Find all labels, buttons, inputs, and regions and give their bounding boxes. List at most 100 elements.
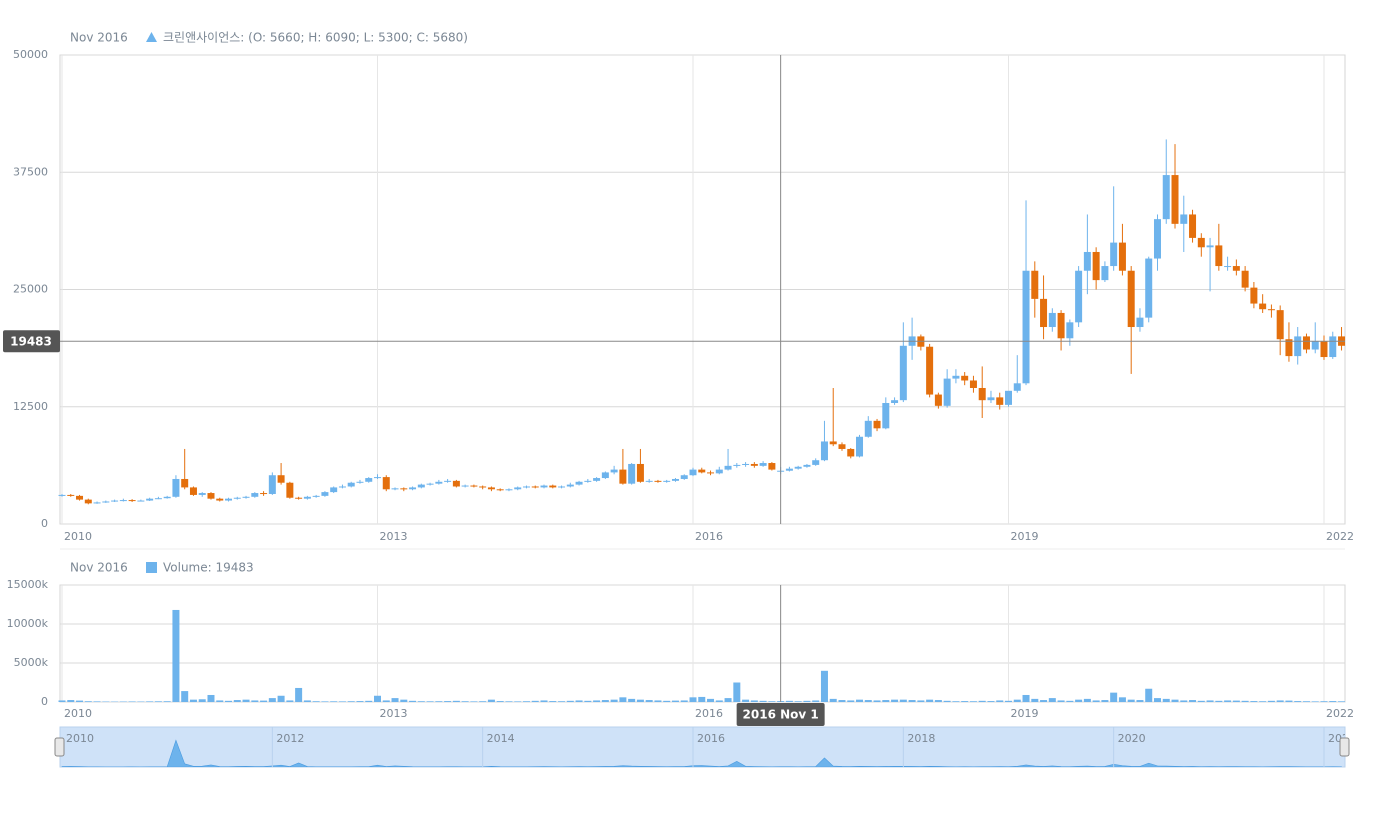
candle-body [969, 380, 977, 388]
candle-body [487, 487, 495, 490]
candle-body [452, 480, 460, 487]
volume-bar [146, 701, 154, 702]
candle-body [654, 480, 662, 482]
candle-body [84, 499, 92, 504]
volume-bar [1294, 701, 1302, 702]
volume-bar [391, 698, 399, 702]
volume-bar [934, 700, 942, 702]
volume-bar [575, 700, 583, 702]
candle-body [286, 482, 294, 498]
candle-body [1040, 298, 1048, 328]
candle-body [698, 469, 706, 473]
candle-body [1136, 317, 1144, 328]
volume-bar [1276, 700, 1284, 702]
volume-bar [1005, 700, 1012, 702]
y-tick-label: 37500 [13, 165, 48, 178]
candle-body [1083, 251, 1091, 271]
candle-body [750, 463, 758, 466]
volume-bar [1040, 700, 1048, 702]
price-legend: 크린앤사이언스: (O: 5660; H: 6090; L: 5300; C: … [163, 31, 468, 45]
candle-body [759, 463, 767, 466]
volume-bar [1311, 701, 1319, 702]
candle-body [522, 486, 530, 488]
volume-bar [347, 701, 355, 702]
candle-body [996, 397, 1004, 405]
candle-body [444, 480, 452, 482]
crosshair-y-label: 19483 [10, 335, 52, 349]
volume-bar [987, 701, 995, 702]
volume-bar [584, 700, 592, 702]
volume-bar [847, 700, 855, 702]
volume-bar [268, 698, 276, 702]
volume-bar [514, 701, 522, 702]
volume-bar [531, 700, 539, 702]
candle-body [645, 480, 653, 482]
candle-body [1048, 312, 1056, 328]
candle-body [742, 463, 750, 465]
price-legend-icon [146, 32, 157, 42]
volume-bar [1136, 700, 1144, 702]
candle-body [1092, 251, 1100, 281]
volume-bar [496, 701, 504, 702]
volume-bar [1241, 700, 1249, 702]
candle-body [374, 477, 381, 479]
candle-body [1320, 341, 1328, 358]
volume-bar [803, 700, 811, 702]
volume-bar [1232, 700, 1240, 702]
candle-body [1302, 336, 1310, 350]
volume-bar [84, 701, 92, 702]
candle-body [601, 472, 609, 479]
volume-bar [216, 700, 224, 702]
volume-bar [242, 699, 250, 702]
candle-body [1180, 214, 1188, 224]
candle-body [58, 494, 66, 496]
candle-body [268, 475, 276, 494]
candle-body [794, 466, 802, 469]
volume-bar [1066, 700, 1074, 702]
navigator-tick-label: 2014 [487, 732, 515, 745]
navigator[interactable] [59, 726, 1346, 768]
volume-bar [1285, 700, 1293, 702]
volume-bar [628, 698, 636, 702]
volume-bar [76, 700, 84, 702]
volume-bar [759, 700, 767, 702]
volume-bar [128, 701, 136, 702]
volume-bar [1197, 700, 1205, 702]
candle-body [461, 485, 469, 487]
candle-body [295, 497, 303, 499]
candle-body [242, 496, 250, 498]
volume-bar [1329, 701, 1337, 702]
candle-body [531, 486, 539, 488]
candle-body [768, 463, 776, 470]
candle-body [575, 481, 583, 485]
candle-body [391, 488, 399, 490]
volume-bar [225, 700, 233, 702]
volume-bar [654, 700, 662, 702]
x-tick-label: 2016 [695, 530, 723, 543]
candle-body [251, 493, 259, 497]
candle-body [1294, 336, 1302, 357]
candle-body [838, 444, 846, 449]
candle-body [1127, 270, 1135, 328]
volume-bar [969, 701, 977, 702]
volume-bar [487, 699, 495, 702]
navigator-handle-right[interactable] [1339, 737, 1350, 757]
volume-bar [663, 700, 671, 702]
candle-body [207, 493, 215, 499]
volume-bar [873, 700, 881, 702]
volume-bar [908, 700, 916, 702]
candle-body [961, 375, 969, 381]
candle-body [76, 495, 84, 500]
candle-body [540, 485, 548, 488]
volume-bar [189, 699, 197, 702]
navigator-handle-left[interactable] [54, 737, 65, 757]
volume-bar [382, 700, 390, 702]
candle-body [952, 375, 960, 379]
volume-bar [715, 700, 723, 702]
x-tick-label: 2022 [1326, 707, 1354, 720]
volume-plot-area [59, 584, 1346, 703]
volume-bar [671, 700, 679, 702]
candle-body [1118, 242, 1126, 271]
volume-legend: Volume: 19483 [163, 561, 254, 575]
candle-body [514, 487, 522, 490]
